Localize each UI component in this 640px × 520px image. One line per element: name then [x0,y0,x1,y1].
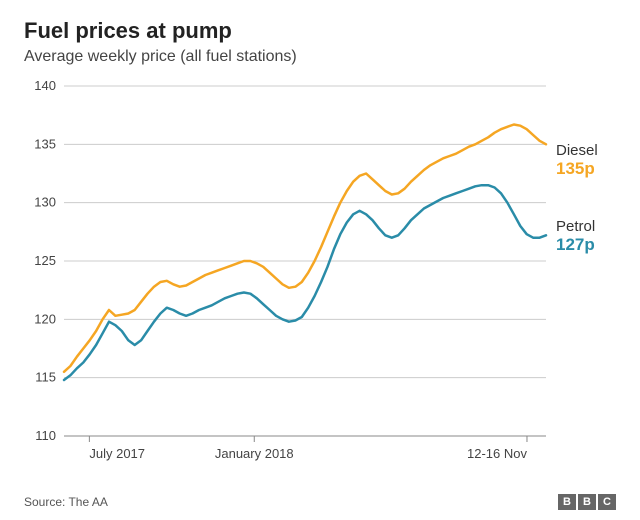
chart-title: Fuel prices at pump [24,18,616,44]
svg-text:125: 125 [34,253,56,268]
svg-text:January 2018: January 2018 [215,446,294,461]
svg-text:115: 115 [35,370,56,385]
series-end-label-diesel: Diesel 135p [556,142,598,179]
svg-text:12-16 Nov: 12-16 Nov [467,446,527,461]
series-end-label-petrol: Petrol 127p [556,218,595,255]
svg-text:July 2017: July 2017 [89,446,145,461]
brand-letter: B [558,494,576,510]
line-chart: 110 115 120 125 130 135 140 July 2017 January 20… [24,76,616,476]
chart-subtitle: Average weekly price (all fuel stations) [24,48,616,66]
svg-text:120: 120 [34,311,56,326]
svg-text:110: 110 [35,428,56,443]
svg-text:140: 140 [34,78,56,93]
brand-letter: C [598,494,616,510]
svg-text:130: 130 [34,195,56,210]
brand-letter: B [578,494,596,510]
svg-text:135: 135 [34,136,56,151]
brand-logo: B B C [558,494,616,510]
source-label: Source: The AA [24,495,108,509]
